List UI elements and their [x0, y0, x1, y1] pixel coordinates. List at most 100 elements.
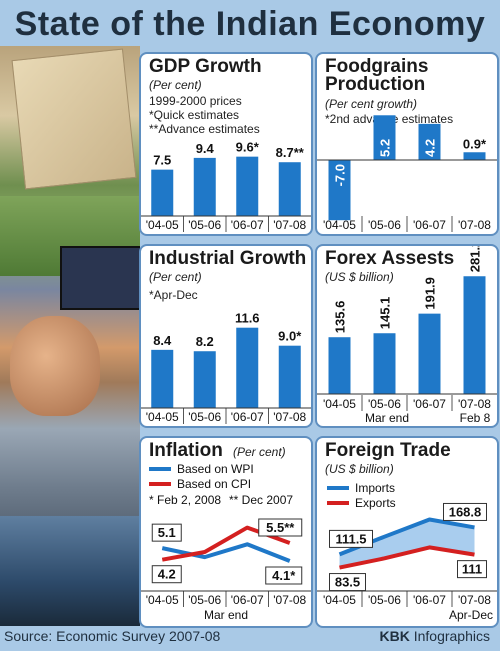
gdp-note-2: *Quick estimates [149, 108, 240, 122]
inflation-data-label-box-1 [151, 565, 182, 584]
forex-value-label-2: 191.9 [423, 277, 438, 310]
industrial-bar-2 [236, 327, 259, 408]
foodgrains-chart: -7.0 '04-05 5.2 '05-06 4.2 '06-07 0.9* '07-08 [317, 115, 497, 232]
trade-xnote: Apr-Dec [449, 608, 493, 622]
inflation-tick-label-0: '04-05 [146, 593, 179, 607]
source-note: Source: Economic Survey 2007-08 [4, 628, 221, 644]
forex-value-label-3: 281.2 [468, 246, 483, 272]
forex-unit: (US $ billion) [325, 270, 394, 284]
industrial-bar-3 [278, 345, 301, 408]
trade-series-line-1 [339, 545, 475, 570]
gdp-unit: (Per cent) [149, 78, 202, 92]
forex-tick-label-2: '06-07 [413, 397, 446, 411]
gdp-chart: 7.5 '04-05 9.4 '05-06 9.6* '06-07 8.7** '07-08 [141, 140, 311, 232]
gdp-title: GDP Growth [149, 56, 262, 77]
industrial-bar-0 [151, 349, 174, 408]
foodgrains-tick-label-2: '06-07 [413, 218, 446, 232]
trade-tick-label-1: '05-06 [368, 593, 401, 607]
trade-title: Foreign Trade [325, 440, 451, 461]
gdp-bar-3 [278, 162, 301, 216]
inflation-data-label-0: 5.1 [158, 525, 176, 540]
inflation-legend-label-0: Based on WPI [177, 462, 254, 476]
gdp-growth-panel: GDP Growth (Per cent) 1999-2000 prices *… [139, 52, 313, 236]
inflation-tick-label-2: '06-07 [231, 593, 264, 607]
trade-data-label-box-3 [457, 560, 487, 579]
credit-rest: Infographics [409, 628, 490, 644]
gdp-tick-label-1: '05-06 [188, 218, 221, 232]
industrial-bar-1 [193, 351, 216, 408]
forex-xnote-feb-8: Feb 8 [460, 411, 491, 425]
credit-note: KBK Infographics [379, 628, 490, 644]
gdp-value-label-3: 8.7** [276, 145, 305, 160]
industrial-value-label-3: 9.0* [278, 329, 302, 344]
gdp-tick-label-2: '06-07 [231, 218, 264, 232]
foodgrains-bar-2 [418, 123, 441, 160]
banknote-image [11, 48, 137, 190]
trade-data-label-box-0 [329, 529, 373, 548]
inflation-data-label-1: 4.2 [158, 567, 176, 582]
foreign-trade-panel: Foreign Trade (US $ billion) Imports Expo… [315, 436, 499, 628]
foodgrains-value-label-3: 0.9* [463, 136, 487, 151]
forex-panel: Forex Assests (US $ billion) 135.6 '04-05… [315, 244, 499, 428]
forex-value-label-1: 145.1 [378, 297, 393, 330]
foodgrains-tick-label-0: '04-05 [323, 218, 356, 232]
forex-chart: 135.6 '04-05 145.1 '05-06 191.9 '06-07 281.2 '0… [317, 246, 497, 425]
foodgrains-panel: Foodgrains Production (Per cent growth) … [315, 52, 499, 236]
industrial-chart: 8.4 '04-05 8.2 '05-06 11.6 '06-07 9.0* '07-08 [141, 311, 311, 424]
trade-tick-label-0: '04-05 [323, 593, 356, 607]
trade-legend-label-1: Exports [355, 496, 396, 510]
foodgrains-value-label-2: 4.2 [423, 139, 438, 157]
industrial-value-label-0: 8.4 [153, 333, 172, 348]
gdp-note-1: 1999-2000 prices [149, 94, 242, 108]
trade-legend-label-0: Imports [355, 481, 395, 495]
industrial-value-label-1: 8.2 [196, 334, 214, 349]
forex-bar-3 [463, 276, 486, 394]
trade-data-label-1: 83.5 [335, 575, 360, 590]
credit-brand: KBK [379, 628, 410, 644]
inflation-data-label-3: 4.1* [272, 568, 296, 583]
gdp-bar-0 [151, 169, 174, 216]
computer-screen-image [60, 246, 140, 310]
trade-unit: (US $ billion) [325, 462, 394, 476]
gdp-bar-2 [236, 156, 259, 216]
gdp-value-label-2: 9.6* [236, 140, 260, 155]
gdp-value-label-1: 9.4 [196, 141, 215, 156]
gdp-value-label-0: 7.5 [153, 153, 171, 168]
forex-bar-1 [373, 333, 396, 394]
foodgrains-bar-0 [328, 160, 351, 221]
industrial-tick-label-3: '07-08 [273, 410, 306, 424]
forex-value-label-0: 135.6 [333, 301, 348, 334]
foodgrains-value-label-0: -7.0 [333, 164, 348, 186]
industrial-tick-label-2: '06-07 [231, 410, 264, 424]
inflation-title: Inflation [149, 440, 223, 461]
page-title: State of the Indian Economy [14, 5, 486, 43]
inflation-legend-label-1: Based on CPI [177, 477, 251, 491]
industrial-title: Industrial Growth [149, 248, 307, 269]
inflation-note-1: * Feb 2, 2008 [149, 493, 221, 507]
inflation-data-label-box-2 [258, 518, 303, 537]
forex-xnote-mar-end: Mar end [365, 411, 409, 425]
trade-data-label-3: 111 [462, 562, 482, 577]
gdp-tick-label-0: '04-05 [146, 218, 179, 232]
inflation-tick-label-1: '05-06 [188, 593, 221, 607]
foodgrains-tick-label-1: '05-06 [368, 218, 401, 232]
industrial-note: *Apr-Dec [149, 288, 198, 302]
gdp-note-3: **Advance estimates [149, 122, 260, 136]
forex-tick-label-0: '04-05 [323, 397, 356, 411]
forex-tick-label-1: '05-06 [368, 397, 401, 411]
trade-tick-label-3: '07-08 [458, 593, 491, 607]
inflation-series-line-0 [161, 542, 291, 563]
trade-data-label-box-2 [443, 502, 487, 521]
foodgrains-tick-label-3: '07-08 [458, 218, 491, 232]
inflation-xnote: Mar end [204, 608, 248, 622]
industrial-tick-label-1: '05-06 [188, 410, 221, 424]
foodgrains-bar-3 [463, 152, 486, 160]
inflation-panel: Inflation (Per cent) Based on WPI Based o… [139, 436, 313, 628]
foodgrains-bar-1 [373, 115, 396, 160]
industrial-tick-label-0: '04-05 [146, 410, 179, 424]
industrial-unit: (Per cent) [149, 270, 202, 284]
industrial-value-label-2: 11.6 [235, 311, 260, 326]
inflation-data-label-2: 5.5** [266, 520, 295, 535]
trade-data-label-0: 111.5 [335, 531, 366, 546]
